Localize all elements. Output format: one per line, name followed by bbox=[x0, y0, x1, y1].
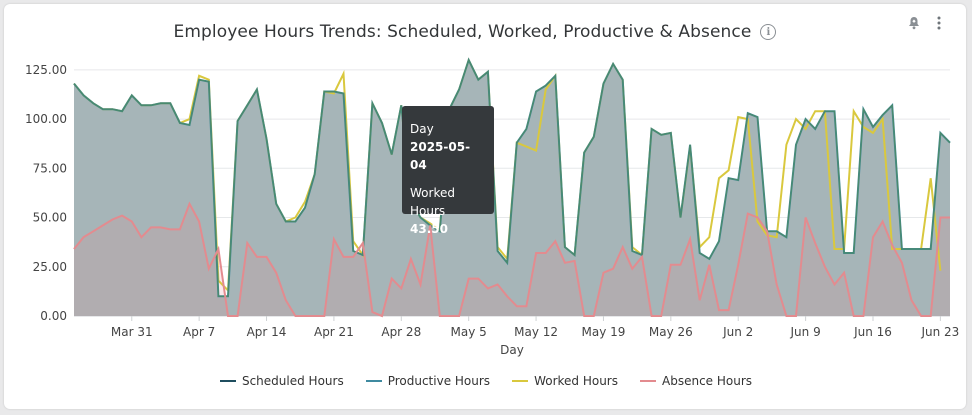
y-tick-label: 125.00 bbox=[25, 63, 67, 77]
tooltip: Day 2025-05-04 Worked Hours 43.50 bbox=[402, 106, 494, 236]
y-tick-label: 25.00 bbox=[33, 260, 67, 274]
y-tick-label: 50.00 bbox=[33, 211, 67, 225]
scheduled-area bbox=[74, 60, 950, 316]
absence-area bbox=[74, 203, 950, 316]
x-tick-label: Jun 16 bbox=[853, 325, 892, 339]
y-tick-label: 75.00 bbox=[33, 161, 67, 175]
legend-label: Scheduled Hours bbox=[241, 374, 344, 388]
legend-item-scheduled[interactable]: Scheduled Hours bbox=[219, 374, 344, 388]
x-tick-label: May 12 bbox=[514, 325, 558, 339]
legend-swatch bbox=[640, 380, 656, 382]
info-icon[interactable]: i bbox=[760, 24, 777, 40]
chart-title: Employee Hours Trends: Scheduled, Worked… bbox=[173, 22, 752, 42]
legend-label: Worked Hours bbox=[534, 374, 618, 388]
x-axis-label: Day bbox=[500, 343, 524, 357]
legend-label: Productive Hours bbox=[387, 374, 491, 388]
x-tick-label: Apr 28 bbox=[381, 325, 421, 339]
y-tick-label: 0.00 bbox=[40, 309, 67, 323]
chart-areas bbox=[74, 60, 950, 316]
scheduled-hours-line bbox=[73, 58, 951, 297]
legend-swatch bbox=[512, 380, 529, 382]
x-tick-label: Apr 14 bbox=[247, 325, 287, 339]
x-tick-label: Jun 2 bbox=[722, 325, 753, 339]
tooltip-metric-value: 43.50 bbox=[410, 222, 448, 236]
legend-swatch bbox=[365, 380, 382, 382]
title-row: Employee Hours Trends: Scheduled, Worked… bbox=[4, 20, 966, 44]
y-tick-label: 100.00 bbox=[25, 112, 67, 126]
x-tick-label: May 5 bbox=[451, 325, 487, 339]
legend-item-productive[interactable]: Productive Hours bbox=[365, 374, 491, 388]
legend-label: Absence Hours bbox=[662, 374, 753, 388]
bell-icon[interactable] bbox=[906, 15, 922, 31]
x-tick-label: Apr 21 bbox=[314, 325, 354, 339]
x-tick-label: Jun 9 bbox=[790, 325, 821, 339]
x-tick-label: Jun 23 bbox=[920, 325, 959, 339]
absence-hours-line bbox=[73, 201, 950, 318]
legend-swatch bbox=[219, 380, 236, 382]
chart-legend: Scheduled Hours Productive Hours Worked Ho… bbox=[0, 374, 972, 388]
tooltip-day-label: Day bbox=[410, 122, 434, 136]
legend-item-worked[interactable]: Worked Hours bbox=[512, 374, 618, 388]
x-tick-label: May 19 bbox=[581, 325, 625, 339]
chart-lines bbox=[73, 57, 951, 318]
x-tick-label: Apr 7 bbox=[183, 325, 215, 339]
tooltip-day-value: 2025-05-04 bbox=[410, 140, 471, 172]
x-tick-label: May 26 bbox=[649, 325, 693, 339]
y-axis: 0.00 25.00 50.00 75.00 100.00 125.00 bbox=[25, 63, 67, 323]
tooltip-metric-label: Worked Hours bbox=[410, 186, 455, 218]
more-vertical-icon[interactable] bbox=[934, 15, 944, 31]
legend-item-absence[interactable]: Absence Hours bbox=[640, 374, 752, 388]
x-axis: Mar 31 Apr 7 Apr 14 Apr 21 Apr 28 May 5 May 12… bbox=[111, 316, 959, 339]
x-tick-label: Mar 31 bbox=[111, 325, 153, 339]
